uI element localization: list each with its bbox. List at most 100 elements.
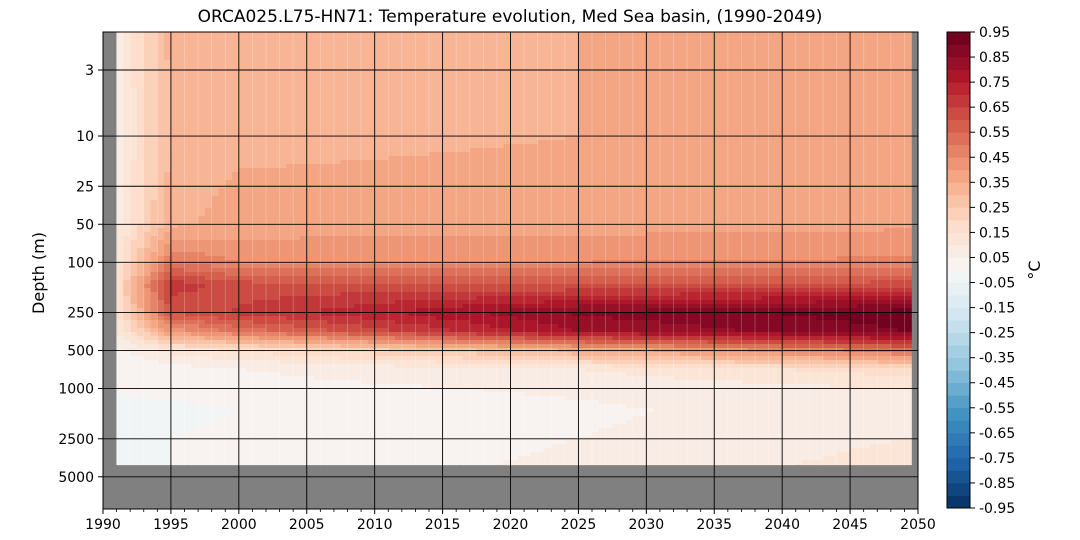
field-cell [320,240,328,245]
field-cell [143,92,152,97]
field-cell [415,408,423,413]
field-cell [388,296,396,301]
field-cell [218,392,226,397]
field-cell [333,312,342,317]
field-cell [354,204,362,209]
field-cell [327,196,335,201]
field-cell [198,304,206,309]
field-cell [367,276,376,281]
field-cell [327,76,335,81]
field-cell [401,212,410,217]
field-cell [347,176,355,181]
field-cell [266,252,274,257]
field-cell [388,344,396,349]
field-cell [218,208,226,213]
field-cell [150,376,158,381]
field-cell [388,32,396,37]
field-cell [354,160,362,165]
field-cell [238,356,247,361]
field-cell [150,100,158,105]
field-cell [347,268,355,273]
field-cell [299,168,308,173]
field-cell [361,268,369,273]
field-cell [191,100,199,105]
field-cell [157,324,165,329]
field-cell [116,172,124,177]
field-cell [320,388,328,393]
field-cell [279,128,287,133]
field-cell [198,64,206,69]
field-cell [232,272,240,277]
field-cell [218,364,226,369]
field-cell [381,372,389,377]
field-cell [422,152,430,157]
field-cell [299,388,308,393]
field-cell [381,128,389,133]
field-cell [136,192,145,197]
field-cell [422,56,430,61]
field-cell [198,112,206,117]
field-cell [415,392,423,397]
field-cell [272,368,281,373]
field-cell [286,100,294,105]
field-cell [299,324,308,329]
field-cell [388,412,396,417]
field-cell [177,172,186,177]
field-cell [299,80,308,85]
field-cell [259,416,267,421]
field-cell [388,140,396,145]
field-cell [395,372,403,377]
field-cell [415,120,423,125]
field-cell [191,252,199,257]
field-cell [327,312,335,317]
field-cell [130,120,138,125]
field-cell [116,144,124,149]
field-cell [123,276,131,281]
field-cell [293,216,301,221]
field-cell [293,396,301,401]
field-cell [415,92,423,97]
field-cell [204,240,213,245]
field-cell [374,280,383,285]
field-cell [395,288,403,293]
field-cell [354,188,362,193]
field-cell [415,60,423,65]
field-cell [320,392,328,397]
field-cell [293,400,301,405]
field-cell [157,96,165,101]
field-cell [401,236,410,241]
field-cell [252,84,260,89]
field-cell [333,268,342,273]
field-cell [218,284,226,289]
field-cell [225,152,233,157]
field-cell [327,448,335,453]
field-cell [401,400,410,405]
field-cell [157,380,165,385]
field-cell [306,360,315,365]
field-cell [320,444,328,449]
field-cell [150,268,158,273]
field-cell [388,464,396,466]
field-cell [177,212,186,217]
field-cell [354,208,362,213]
field-cell [170,160,179,165]
field-cell [279,272,287,277]
field-cell [170,104,179,109]
field-cell [184,160,192,165]
field-cell [279,192,287,197]
field-cell [415,292,423,297]
field-cell [204,424,213,429]
field-cell [272,148,281,153]
field-cell [130,420,138,425]
field-cell [245,376,254,381]
field-cell [293,228,301,233]
field-cell [136,252,145,257]
field-cell [367,48,376,53]
field-cell [415,328,423,333]
field-cell [238,212,247,217]
field-cell [266,100,274,105]
field-cell [381,444,389,449]
field-cell [333,324,342,329]
field-cell [252,356,260,361]
field-cell [401,176,410,181]
